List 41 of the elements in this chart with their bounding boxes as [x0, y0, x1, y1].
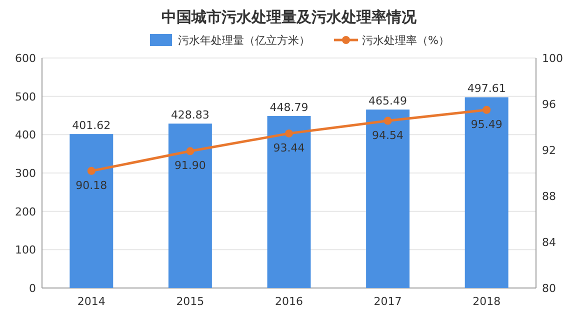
x-tick-label: 2015 [176, 295, 204, 308]
y2-tick-label: 80 [542, 282, 556, 295]
point [285, 129, 293, 138]
legend-label: 污水处理率（%） [362, 34, 450, 47]
data-label: 95.49 [470, 118, 502, 131]
bar [267, 116, 311, 288]
point [186, 147, 194, 156]
data-label: 90.18 [76, 178, 108, 192]
y2-tick-label: 100 [542, 52, 563, 65]
x-tick-label: 2017 [374, 295, 402, 308]
bar [366, 110, 410, 288]
data-label: 428.83 [170, 108, 210, 122]
y2-tick-label: 88 [542, 190, 556, 203]
point [87, 166, 96, 175]
data-label: 497.61 [467, 82, 506, 96]
data-label: 94.54 [372, 128, 404, 142]
point [384, 116, 392, 125]
bar [70, 134, 114, 288]
y-tick-label: 400 [15, 128, 36, 142]
x-tick-label: 2018 [472, 295, 501, 308]
y2-tick-label: 92 [542, 144, 556, 157]
bar [168, 124, 212, 288]
y-tick-label: 600 [15, 52, 36, 65]
y2-tick-label: 84 [542, 236, 556, 249]
data-label: 448.79 [270, 100, 308, 114]
x-tick-label: 2014 [77, 295, 106, 308]
y-tick-label: 200 [15, 205, 36, 218]
y-tick-label: 500 [15, 90, 36, 104]
y-tick-label: 300 [15, 167, 36, 180]
y-tick-label: 100 [15, 244, 36, 257]
legend-label: 污水年处理量（亿立方米） [178, 34, 310, 47]
x-tick-label: 2016 [275, 295, 303, 308]
data-label: 401.62 [72, 119, 111, 132]
point [482, 106, 491, 114]
chart-title: 中国城市污水处理量及污水处理率情况 [162, 8, 418, 26]
y-tick-label: 0 [29, 282, 36, 295]
data-label: 91.90 [174, 159, 206, 172]
data-label: 93.44 [273, 141, 305, 154]
bar [464, 97, 508, 288]
y2-tick-label: 96 [542, 98, 556, 111]
data-label: 465.49 [368, 94, 408, 108]
